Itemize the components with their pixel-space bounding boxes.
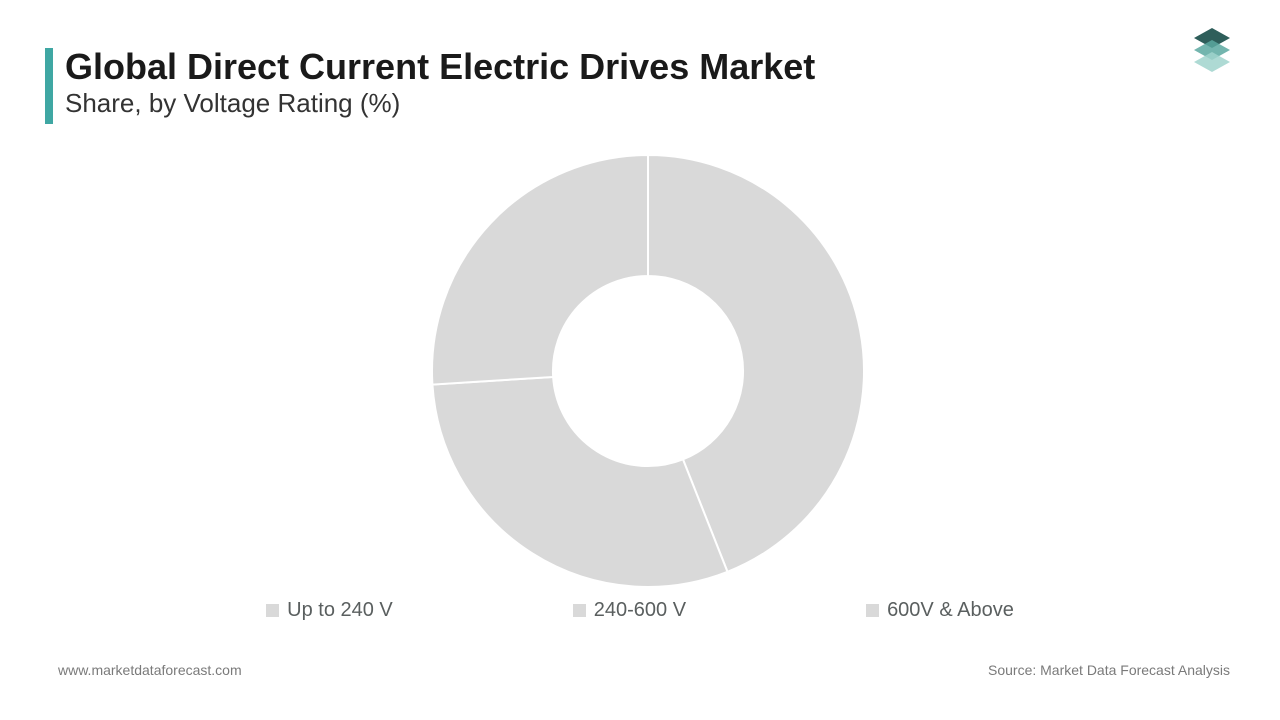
legend-label: 240-600 V: [594, 599, 686, 622]
brand-logo-icon: [1184, 22, 1240, 78]
header: Global Direct Current Electric Drives Ma…: [45, 48, 815, 124]
page-title: Global Direct Current Electric Drives Ma…: [65, 48, 815, 86]
accent-bar: [45, 48, 53, 124]
legend-item: 600V & Above: [866, 599, 1014, 622]
title-block: Global Direct Current Electric Drives Ma…: [65, 48, 815, 119]
legend-label: 600V & Above: [887, 599, 1014, 622]
donut-chart: [432, 155, 864, 587]
legend-swatch-icon: [573, 604, 586, 617]
donut-slice: [432, 155, 648, 385]
legend-item: Up to 240 V: [266, 599, 393, 622]
footer-website: www.marketdataforecast.com: [58, 662, 242, 678]
page-subtitle: Share, by Voltage Rating (%): [65, 88, 815, 119]
legend-swatch-icon: [866, 604, 879, 617]
legend-item: 240-600 V: [573, 599, 686, 622]
chart-legend: Up to 240 V 240-600 V 600V & Above: [0, 599, 1280, 622]
donut-slice: [432, 377, 727, 587]
legend-label: Up to 240 V: [287, 599, 393, 622]
legend-swatch-icon: [266, 604, 279, 617]
footer-source: Source: Market Data Forecast Analysis: [988, 662, 1230, 678]
